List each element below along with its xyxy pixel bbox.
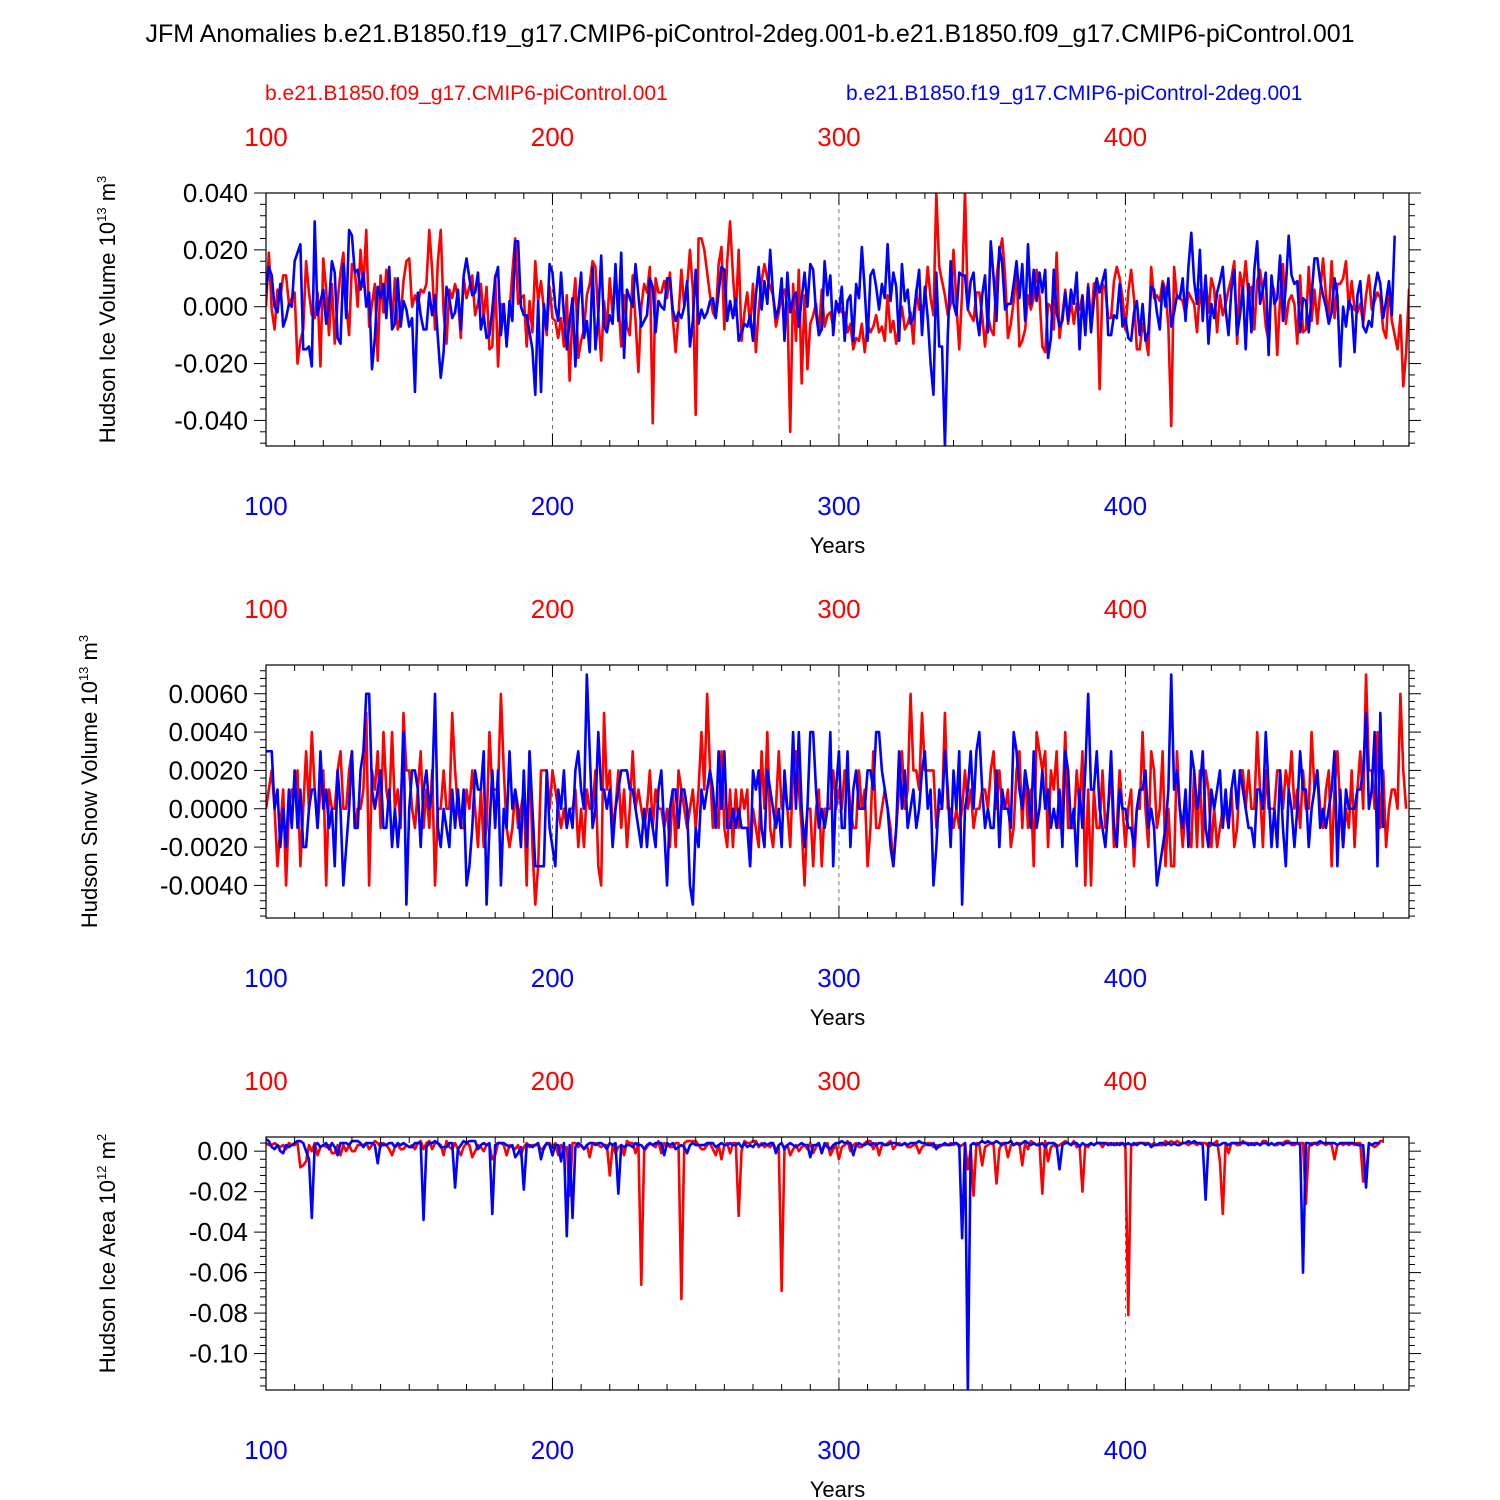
y-tick-label: -0.020 xyxy=(174,349,248,379)
figure-title: JFM Anomalies b.e21.B1850.f19_g17.CMIP6-… xyxy=(145,20,1355,48)
x-tick-label-bottom: 100 xyxy=(244,1435,287,1465)
x-tick-label-bottom: 200 xyxy=(531,1435,574,1465)
x-tick-label-bottom: 400 xyxy=(1104,963,1147,993)
x-tick-label-bottom: 400 xyxy=(1104,1435,1147,1465)
y-axis-label: Hudson Ice Volume 1013 m3 xyxy=(94,176,120,444)
x-tick-label-bottom: 300 xyxy=(817,491,860,521)
x-axis-label: Years xyxy=(810,1005,865,1030)
y-tick-label: 0.020 xyxy=(183,235,248,265)
x-tick-label-top: 100 xyxy=(244,122,287,152)
x-axis-label: Years xyxy=(810,1477,865,1500)
x-tick-label-top: 100 xyxy=(244,594,287,624)
legend-red-series: b.e21.B1850.f09_g17.CMIP6-piControl.001 xyxy=(265,82,668,105)
series-line-blue xyxy=(266,673,1385,906)
y-tick-label: 0.0040 xyxy=(168,717,248,747)
y-tick-label: -0.06 xyxy=(189,1258,248,1288)
x-tick-label-top: 300 xyxy=(817,1066,860,1096)
x-tick-label-top: 200 xyxy=(531,1066,574,1096)
x-tick-label-top: 100 xyxy=(244,1066,287,1096)
x-tick-label-top: 200 xyxy=(531,594,574,624)
x-tick-label-top: 400 xyxy=(1104,1066,1147,1096)
x-tick-label-top: 300 xyxy=(817,122,860,152)
plot-frame xyxy=(265,192,1410,447)
plot-frame xyxy=(265,664,1410,919)
y-axis-label: Hudson Ice Area 1012 m2 xyxy=(94,1134,120,1373)
plot-frame xyxy=(265,1136,1410,1391)
x-tick-label-top: 400 xyxy=(1104,594,1147,624)
chart-ice-volume: 0.040 0.020 0.000 -0.020 -0.040 100 100 200 200 3… xyxy=(94,122,1421,558)
y-tick-label: 0.0020 xyxy=(168,755,248,785)
x-tick-label-top: 400 xyxy=(1104,122,1147,152)
x-tick-label-bottom: 300 xyxy=(817,963,860,993)
y-tick-label: 0.0060 xyxy=(168,679,248,709)
y-tick-label: -0.0020 xyxy=(160,832,248,862)
y-tick-label: -0.02 xyxy=(189,1177,248,1207)
y-tick-label: 0.00 xyxy=(197,1136,248,1166)
y-tick-label: -0.10 xyxy=(189,1339,248,1369)
y-axis-label: Hudson Snow Volume 1013 m3 xyxy=(76,635,102,928)
y-tick-label: 0.000 xyxy=(183,292,248,322)
x-tick-label-bottom: 200 xyxy=(531,491,574,521)
x-tick-label-bottom: 100 xyxy=(244,491,287,521)
chart-snow-volume: 0.0060 0.0040 0.0020 0.0000 -0.0020 -0.0040 10… xyxy=(76,594,1421,1030)
x-tick-label-bottom: 100 xyxy=(244,963,287,993)
x-axis-label: Years xyxy=(810,533,865,558)
series-line-blue xyxy=(266,1137,1381,1390)
chart-ice-area: 0.00 -0.02 -0.04 -0.06 -0.08 -0.10 100 100 200 20… xyxy=(94,1066,1421,1500)
series-line-blue xyxy=(266,220,1396,446)
y-tick-label: 0.040 xyxy=(183,178,248,208)
x-tick-label-top: 200 xyxy=(531,122,574,152)
x-tick-label-top: 300 xyxy=(817,594,860,624)
x-tick-label-bottom: 200 xyxy=(531,963,574,993)
legend-blue-series: b.e21.B1850.f19_g17.CMIP6-piControl-2deg… xyxy=(846,82,1303,105)
y-tick-label: -0.040 xyxy=(174,405,248,435)
y-tick-label: -0.08 xyxy=(189,1298,248,1328)
y-tick-label: -0.0040 xyxy=(160,870,248,900)
series-line-red xyxy=(266,1139,1384,1317)
x-tick-label-bottom: 400 xyxy=(1104,491,1147,521)
x-tick-label-bottom: 300 xyxy=(817,1435,860,1465)
y-tick-label: 0.0000 xyxy=(168,794,248,824)
y-tick-label: -0.04 xyxy=(189,1217,248,1247)
